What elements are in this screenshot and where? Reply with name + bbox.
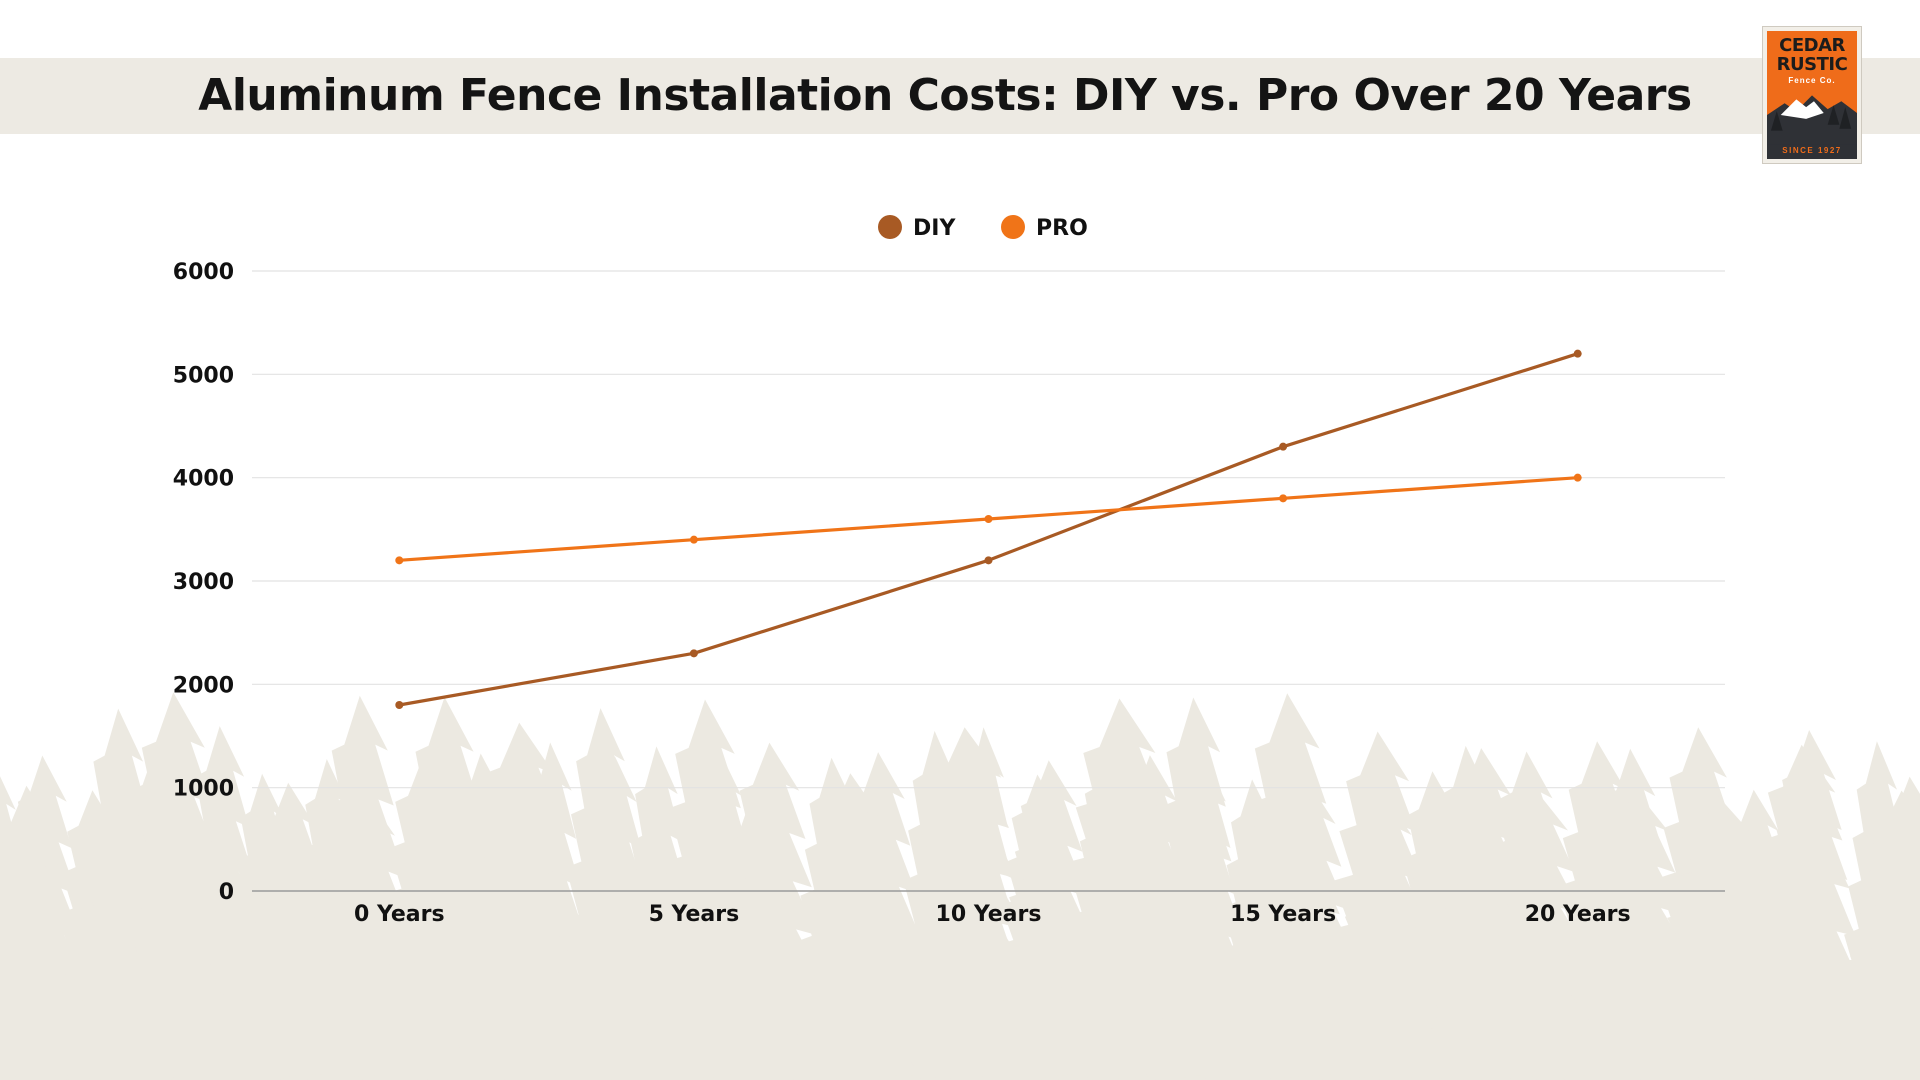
logo-text-fenceco: Fence Co. (1788, 76, 1836, 85)
x-tick-label: 10 Years (936, 902, 1042, 927)
gridlines (252, 270, 1725, 789)
data-point-diy (689, 649, 698, 658)
data-point-pro (395, 556, 404, 565)
legend: DIY PRO (878, 215, 1088, 241)
tree-shape (102, 692, 245, 1080)
tree-shape (1132, 697, 1254, 1080)
tree-shape (1725, 744, 1878, 1080)
data-point-pro (1573, 473, 1582, 482)
series-pro (395, 473, 1582, 565)
logo-mountain-trees-icon (1767, 95, 1857, 145)
data-point-pro (1279, 494, 1288, 503)
legend-swatch-diy (878, 215, 902, 239)
data-point-diy (1279, 442, 1288, 451)
y-tick-label: 6000 (173, 260, 234, 285)
tree-shape (228, 782, 348, 1080)
data-point-diy (984, 556, 993, 565)
tree-shape (545, 708, 656, 1080)
x-tick-label: 0 Years (354, 902, 445, 927)
y-axis: 0 1000 2000 3000 4000 5000 6000 (173, 260, 234, 905)
x-tick-label: 20 Years (1525, 902, 1631, 927)
x-tick-label: 15 Years (1230, 902, 1336, 927)
tree-silhouettes (0, 692, 1920, 1080)
tree-shape (0, 785, 89, 1080)
logo-text-cedar: CEDAR (1779, 35, 1845, 56)
data-point-pro (689, 535, 698, 544)
y-tick-label: 2000 (173, 673, 234, 698)
y-tick-label: 1000 (173, 777, 234, 802)
company-logo: CEDAR RUSTIC Fence Co. SINCE 1927 (1762, 26, 1862, 164)
y-tick-label: 5000 (173, 363, 234, 388)
legend-label-pro: PRO (1036, 216, 1088, 241)
series-diy (395, 349, 1582, 709)
logo-text-rustic: RUSTIC (1776, 54, 1848, 75)
data-point-diy (395, 701, 404, 709)
tree-shape (1830, 790, 1920, 1080)
logo-text-since: SINCE 1927 (1782, 146, 1842, 155)
tree-shape (781, 773, 919, 1080)
legend-label-diy: DIY (913, 216, 956, 241)
data-point-diy (1573, 349, 1582, 358)
legend-swatch-pro (1001, 215, 1025, 239)
y-tick-label: 4000 (173, 467, 234, 492)
tree-shape (440, 722, 598, 1080)
page-title: Aluminum Fence Installation Costs: DIY v… (198, 70, 1692, 121)
x-tick-label: 5 Years (649, 902, 740, 927)
title-band (0, 58, 1920, 134)
tree-shape (1306, 731, 1449, 1080)
x-axis: 0 Years 5 Years 10 Years 15 Years 20 Years (354, 902, 1631, 927)
tree-shape (296, 695, 424, 1080)
y-tick-label: 3000 (173, 570, 234, 595)
series-line-diy (397, 352, 1580, 707)
data-point-pro (984, 515, 993, 523)
logo-badge: CEDAR RUSTIC Fence Co. SINCE 1927 (1767, 31, 1857, 159)
y-tick-label: 0 (219, 880, 234, 905)
tree-shape (1460, 788, 1610, 1080)
